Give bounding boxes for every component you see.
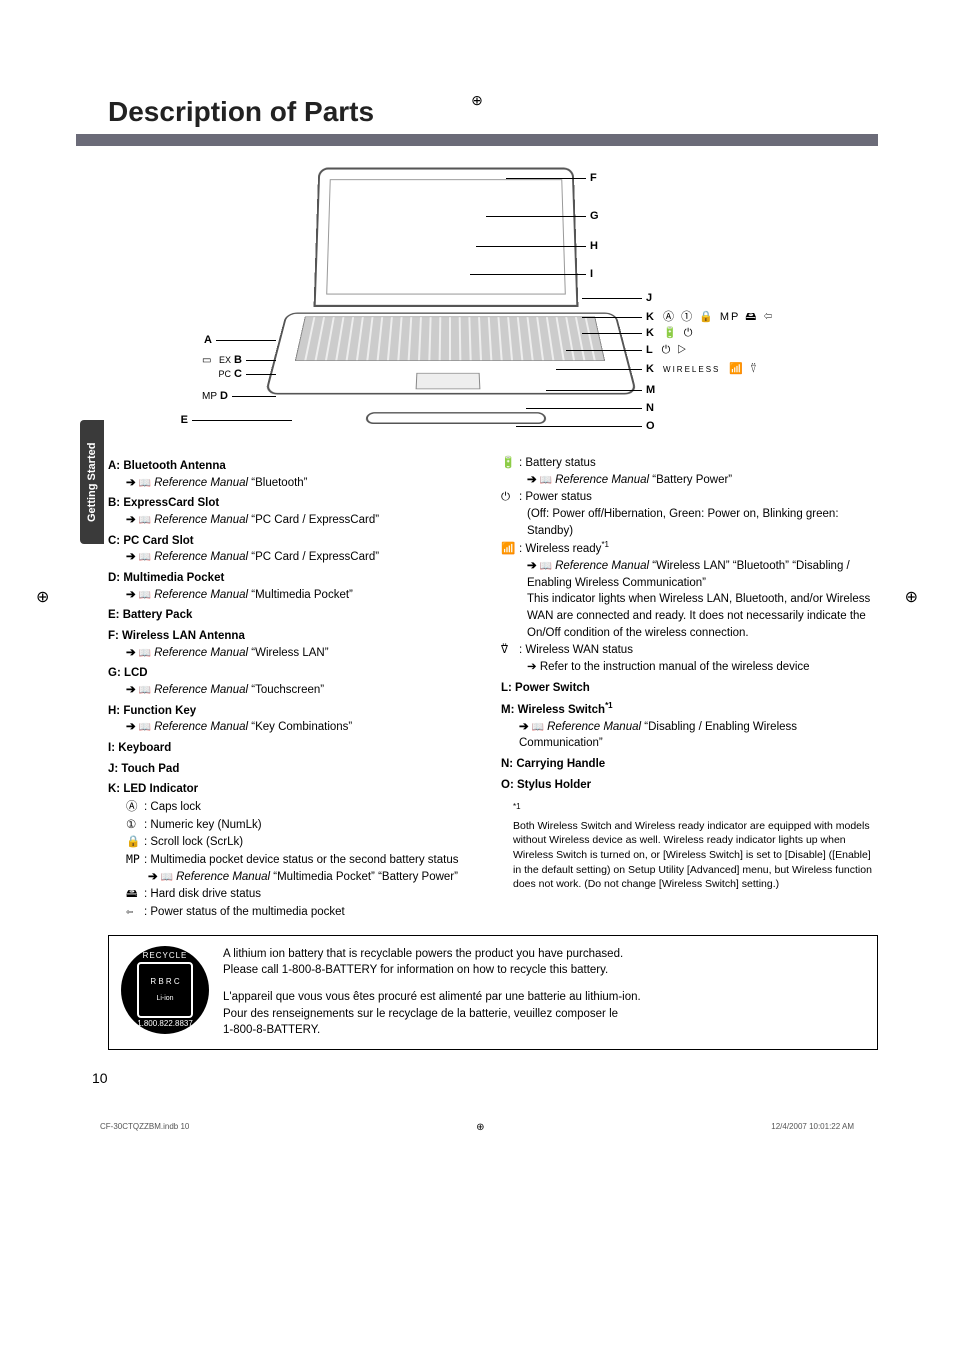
callout-k1: K Ⓐ ① 🔒 MP 🖴 ⇦ <box>582 308 774 327</box>
part-head: F: Wireless LAN Antenna <box>108 628 485 645</box>
footnote: *1 Both Wireless Switch and Wireless rea… <box>513 801 878 892</box>
k3-wireless-label: WIRELESS <box>663 365 720 374</box>
part-head: I: Keyboard <box>108 740 485 757</box>
indicator-line: ⍢: Wireless WAN status <box>501 641 878 659</box>
callout-e: E <box>146 414 292 426</box>
right-column: 🔋: Battery statusReference Manual “Batte… <box>501 454 878 921</box>
indicator-line: 🔋: Battery status <box>501 454 878 472</box>
k-icons-row-2: 🔋 ⏻ <box>663 327 694 339</box>
sidebar-tab: Getting Started <box>80 420 104 544</box>
page-number: 10 <box>92 1070 878 1086</box>
crop-target-top <box>471 92 483 109</box>
callout-f: F <box>506 172 597 184</box>
footer-right: 12/4/2007 10:01:22 AM <box>771 1122 854 1133</box>
part-head: E: Battery Pack <box>108 607 485 624</box>
part-head: A: Bluetooth Antenna <box>108 458 485 475</box>
part-head: K: LED Indicator <box>108 781 485 798</box>
crop-target-left <box>36 587 49 607</box>
indicator-line: 📶: Wireless ready*1 <box>501 539 878 558</box>
callout-i: I <box>470 268 593 280</box>
k3-icons-row: 📶 ⍢ <box>729 363 758 375</box>
indicator-subline: ➔ Refer to the instruction manual of the… <box>527 659 878 676</box>
part-head: O: Stylus Holder <box>501 777 878 794</box>
callout-c: PC C <box>146 368 276 380</box>
callout-j: J <box>582 292 652 304</box>
callout-o: O <box>516 420 655 432</box>
indicator-line: ①: Numeric key (NumLk) <box>126 816 485 834</box>
part-head: B: ExpressCard Slot <box>108 495 485 512</box>
crop-target-right <box>905 587 918 607</box>
page-title: Description of Parts <box>108 96 878 128</box>
part-head: M: Wireless Switch*1 <box>501 700 878 719</box>
part-head: D: Multimedia Pocket <box>108 570 485 587</box>
callout-k3: K WIRELESS 📶 ⍢ <box>556 362 759 376</box>
footer: CF-30CTQZZBM.indb 10 12/4/2007 10:01:22 … <box>100 1122 854 1133</box>
parts-diagram: A ▭ EX B PC C MP D E F G H I J <box>146 156 838 446</box>
callout-h: H <box>476 240 598 252</box>
parts-columns: A: Bluetooth AntennaReference Manual “Bl… <box>108 454 878 921</box>
indicator-line: ⏻: Power status <box>501 488 878 506</box>
k-icons-row-1: Ⓐ ① 🔒 MP 🖴 ⇦ <box>663 311 774 323</box>
recycle-box: RECYCLE R B R C Li-ion 1.800.822.8837 A … <box>108 935 878 1050</box>
title-bar <box>76 134 878 146</box>
indicator-extra: (Off: Power off/Hibernation, Green: Powe… <box>527 506 878 539</box>
callout-m: M <box>546 384 655 396</box>
callout-g: G <box>486 210 599 222</box>
part-head: G: LCD <box>108 665 485 682</box>
callout-l: L ⏻ ▷ <box>566 344 688 357</box>
indicator-line: Ⓐ: Caps lock <box>126 798 485 816</box>
l-icons-row: ⏻ ▷ <box>662 344 689 356</box>
footer-left: CF-30CTQZZBM.indb 10 <box>100 1122 189 1133</box>
indicator-line: 🖴: Hard disk drive status <box>126 885 485 903</box>
part-head: L: Power Switch <box>501 680 878 697</box>
callout-a: A <box>146 334 276 346</box>
recycle-logo: RECYCLE R B R C Li-ion 1.800.822.8837 <box>121 946 209 1034</box>
indicator-line: ⇦: Power status of the multimedia pocket <box>126 903 485 921</box>
part-head: H: Function Key <box>108 703 485 720</box>
footer-target-icon <box>476 1122 484 1133</box>
callout-n: N <box>526 402 654 414</box>
recycle-text: A lithium ion battery that is recyclable… <box>223 946 641 1039</box>
indicator-line: 🔒: Scroll lock (ScrLk) <box>126 833 485 851</box>
part-head: J: Touch Pad <box>108 761 485 778</box>
indicator-extra: This indicator lights when Wireless LAN,… <box>527 591 878 641</box>
indicator-line: MP: Multimedia pocket device status or t… <box>126 851 485 869</box>
part-head: C: PC Card Slot <box>108 533 485 550</box>
callout-b: EX B <box>146 354 276 366</box>
callout-d: D <box>146 390 276 402</box>
left-column: A: Bluetooth AntennaReference Manual “Bl… <box>108 454 485 921</box>
part-head: N: Carrying Handle <box>501 756 878 773</box>
callout-k2: K 🔋 ⏻ <box>582 326 694 340</box>
